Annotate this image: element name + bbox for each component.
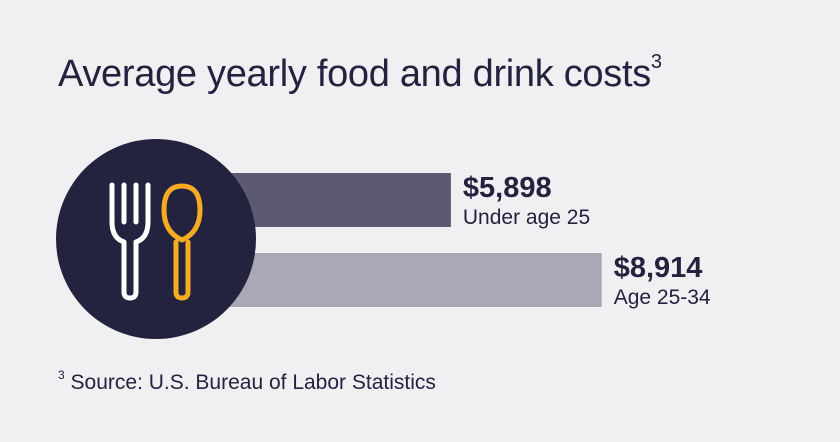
fork-and-spoon-icon — [56, 139, 256, 339]
bar-category-label-2: Age 25-34 — [613, 286, 711, 309]
bar-value-label-2: $8,914 — [613, 252, 703, 284]
bar-category-label-1: Under age 25 — [462, 206, 591, 229]
title-footnote-marker: 3 — [650, 51, 662, 74]
footnote-marker: 3 — [58, 368, 65, 382]
spoon-icon — [161, 183, 203, 301]
icon-circle — [56, 139, 256, 339]
footnote: 3 Source: U.S. Bureau of Labor Statistic… — [58, 369, 436, 394]
footnote-text: Source: U.S. Bureau of Labor Statistics — [70, 371, 436, 394]
bar-value-label-1: $5,898 — [462, 172, 552, 204]
fork-icon — [109, 182, 151, 301]
chart-title-text: Average yearly food and drink costs — [58, 53, 651, 95]
chart-title: Average yearly food and drink costs3 — [58, 51, 662, 96]
